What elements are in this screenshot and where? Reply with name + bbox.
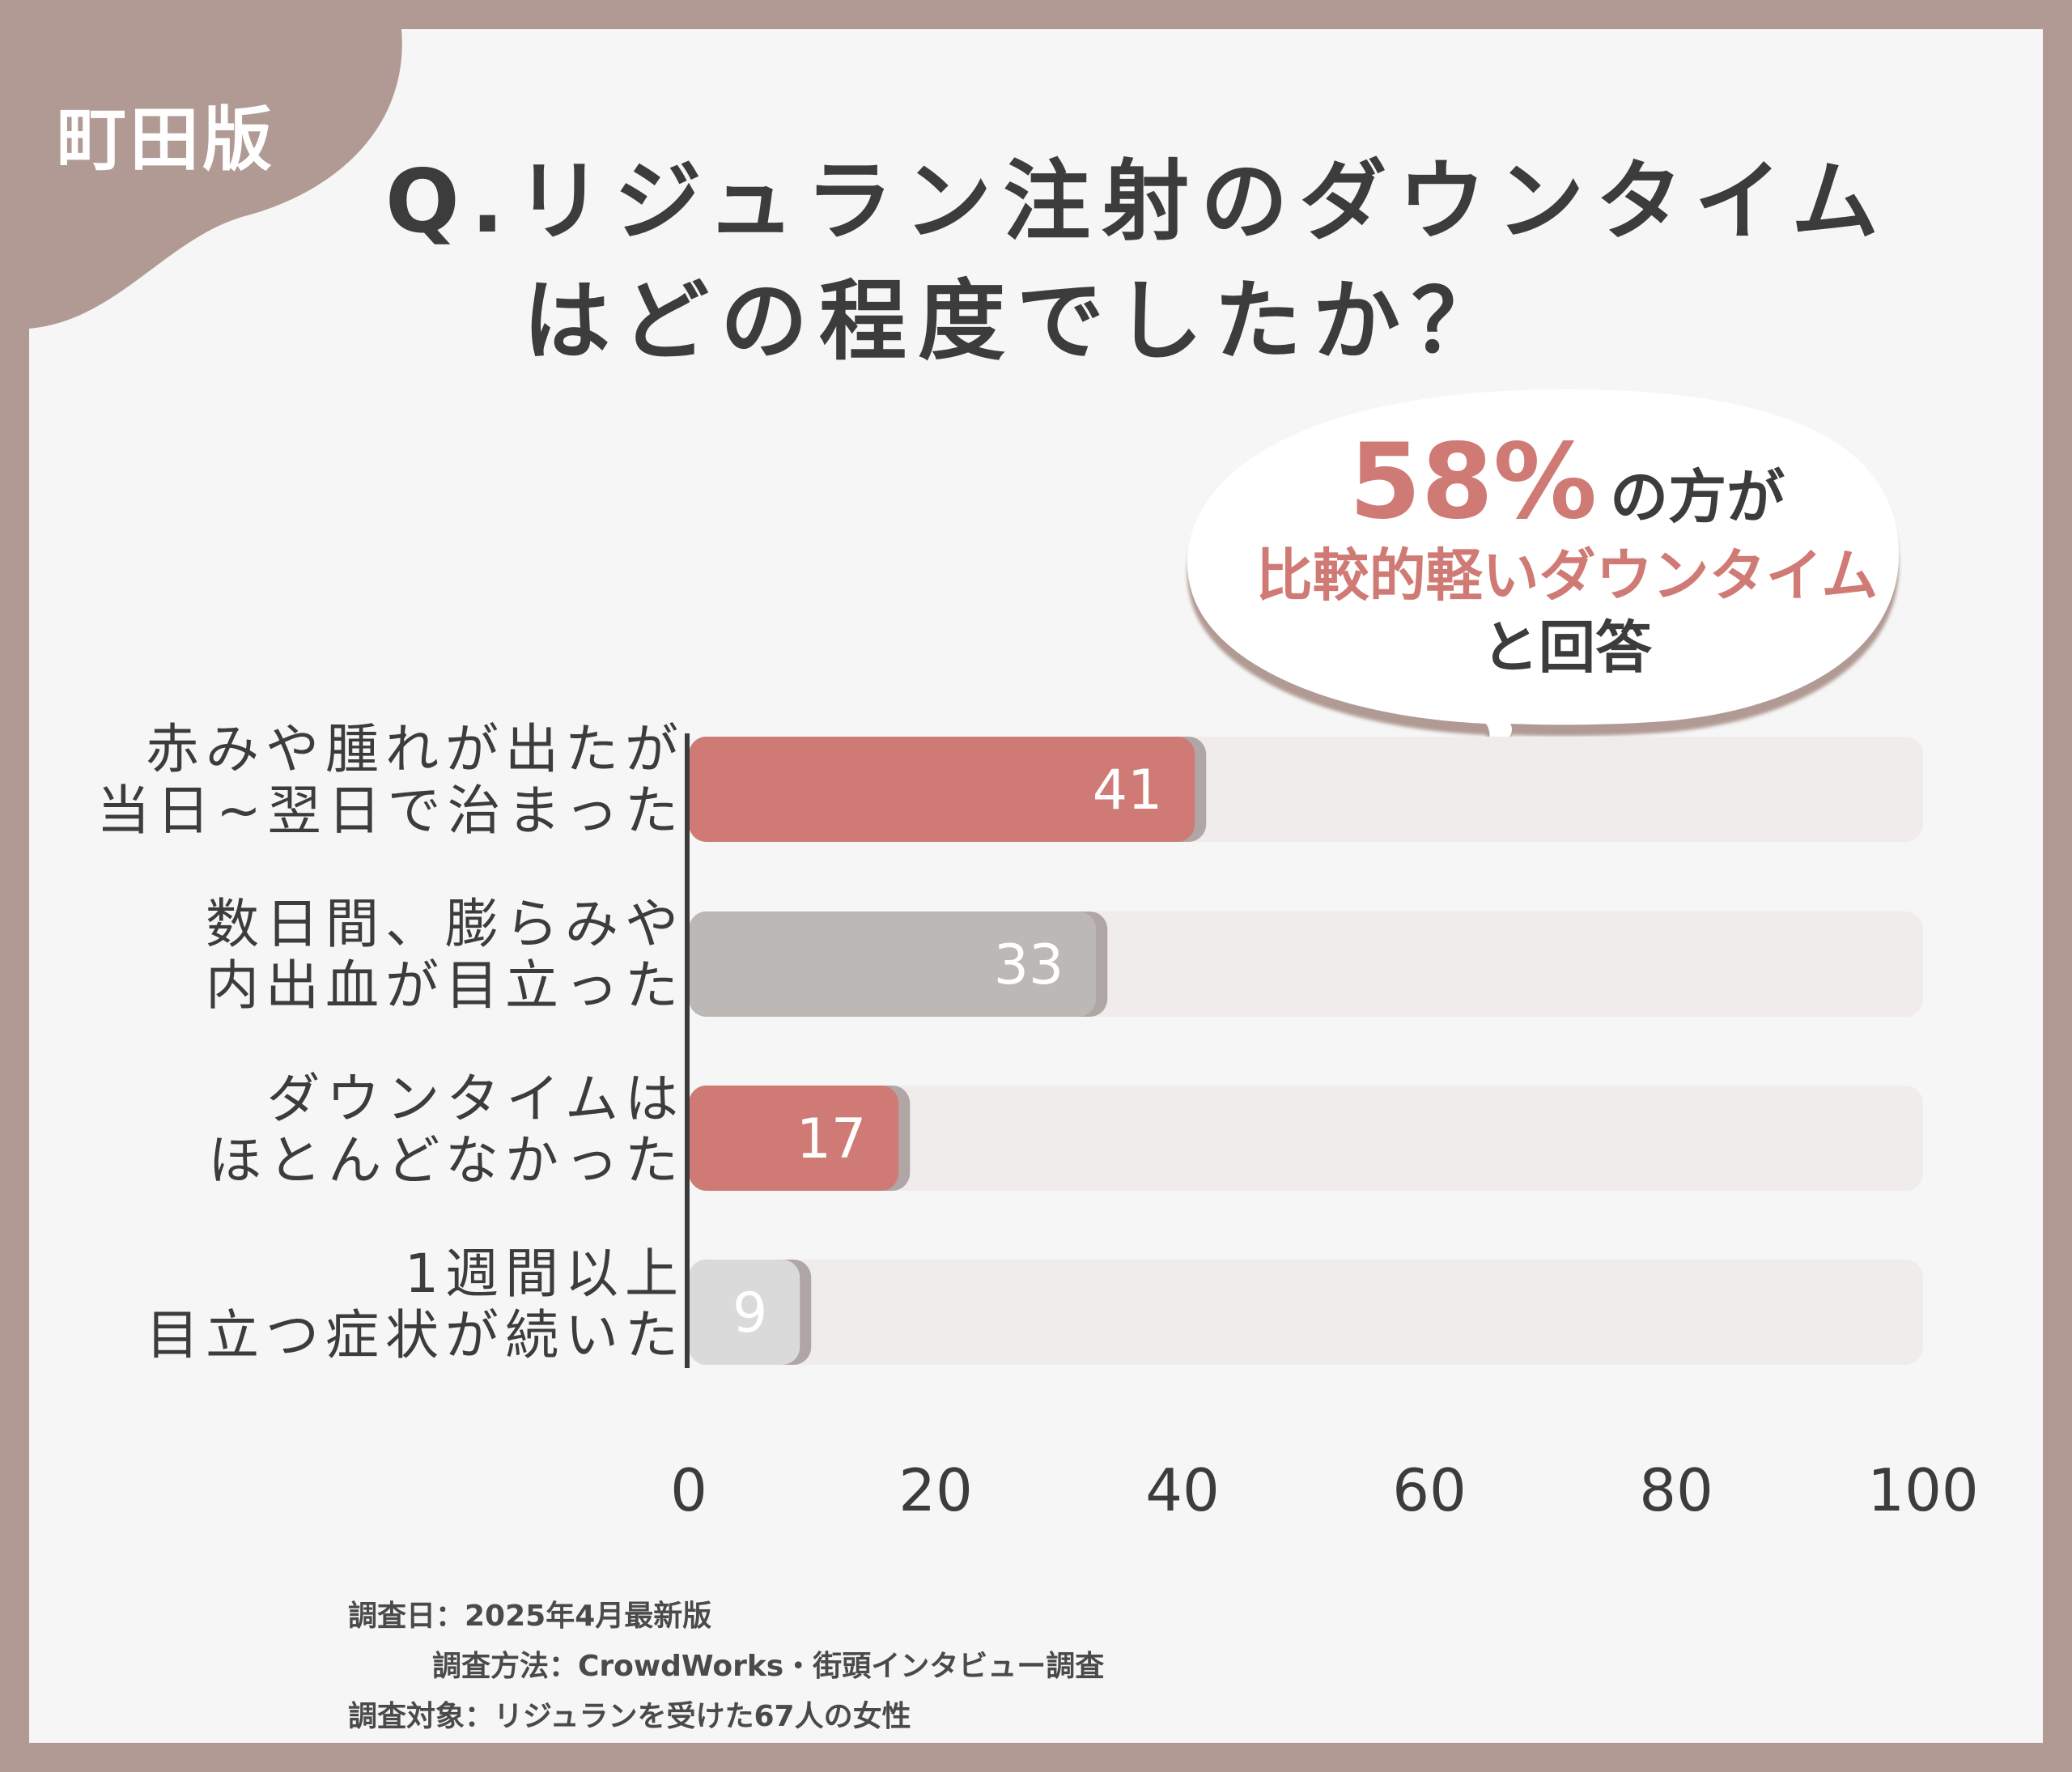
survey-target: 調査対象：リジュランを受けた67人の女性 <box>348 1700 911 1733</box>
category-label-1: 赤みや腫れが出たが 当日~翌日で治まった <box>96 718 685 842</box>
bar-track-3 <box>689 1086 1923 1191</box>
bar-value-label-3: 17 <box>796 1107 867 1171</box>
survey-footer: 調査日：2025年4月最新版調査方法：CrowdWorks・街頭インタビュー調査… <box>348 1591 1104 1742</box>
bar-track-4 <box>689 1260 1923 1365</box>
callout-text-2: 比較的軽いダウンタイム <box>1255 542 1879 609</box>
x-tick-label-60: 60 <box>1392 1456 1467 1524</box>
bar-value-label-2: 33 <box>994 933 1064 997</box>
x-tick-label-80: 80 <box>1639 1456 1713 1524</box>
survey-date: 調査日：2025年4月最新版 <box>348 1600 712 1633</box>
bar-chart: 41 33 17 9 0 20 40 60 80 100 <box>670 733 1979 1524</box>
bar-value-label-1: 41 <box>1093 759 1163 822</box>
title-line-2: はどの程度でしたか？ <box>523 271 1511 372</box>
category-label-4: 1週間以上 目立つ症状が続いた <box>146 1243 685 1366</box>
category-label-3: ダウンタイムは ほとんどなかった <box>208 1068 685 1192</box>
title-line-1: Q.リジュラン注射のダウンタイム <box>385 151 1891 253</box>
page-title: Q.リジュラン注射のダウンタイム はどの程度でしたか？ <box>385 142 2004 382</box>
callout-percent: 58% <box>1348 422 1598 542</box>
bar-4 <box>689 1260 800 1365</box>
infographic-card: 町田版 Q.リジュラン注射のダウンタイム はどの程度でしたか？ 58% の方が 比… <box>29 29 2043 1743</box>
survey-method: 調査方法：CrowdWorks・街頭インタビュー調査 <box>432 1650 1105 1683</box>
x-tick-label-100: 100 <box>1867 1456 1978 1524</box>
bar-1 <box>689 737 1195 842</box>
x-tick-label-20: 20 <box>898 1456 973 1524</box>
corner-label: 町田版 <box>57 100 275 181</box>
bar-value-label-4: 9 <box>732 1281 767 1345</box>
x-tick-label-0: 0 <box>670 1456 707 1524</box>
bar-3 <box>689 1086 899 1191</box>
callout-text-1: の方が <box>1610 463 1785 531</box>
bar-2 <box>689 911 1097 1017</box>
callout-text: 58% の方が 比較的軽いダウンタイム と回答 <box>1211 426 1923 683</box>
corner-decoration <box>29 29 402 329</box>
callout-text-3: と回答 <box>1482 614 1652 681</box>
x-tick-label-40: 40 <box>1145 1456 1220 1524</box>
category-label-2: 数日間、膨らみや 内出血が目立った <box>206 893 685 1017</box>
